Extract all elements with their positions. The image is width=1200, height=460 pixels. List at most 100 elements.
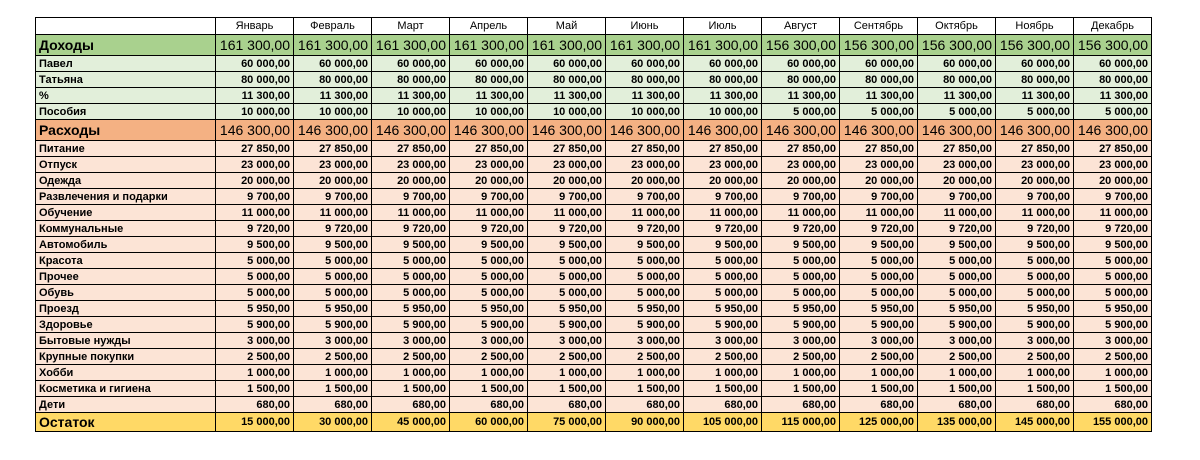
- month-header-cell[interactable]: Октябрь: [917, 17, 996, 35]
- expenses-item-cell[interactable]: 5 900,00: [605, 316, 684, 333]
- income-item-cell[interactable]: 60 000,00: [917, 55, 996, 72]
- balance-cell[interactable]: 135 000,00: [917, 412, 996, 432]
- expenses-item-cell[interactable]: 3 000,00: [215, 332, 294, 349]
- expenses-item-cell[interactable]: 5 000,00: [761, 268, 840, 285]
- expenses-item-cell[interactable]: 9 500,00: [683, 236, 762, 253]
- expenses-item-cell[interactable]: 1 500,00: [605, 380, 684, 397]
- income-total-cell[interactable]: 161 300,00: [293, 34, 372, 56]
- expenses-item-cell[interactable]: 2 500,00: [995, 348, 1074, 365]
- income-total-cell[interactable]: 161 300,00: [215, 34, 294, 56]
- expenses-item-cell[interactable]: 1 500,00: [215, 380, 294, 397]
- expenses-item-cell[interactable]: 9 720,00: [761, 220, 840, 237]
- income-item-cell[interactable]: 80 000,00: [1073, 71, 1152, 88]
- income-item-cell[interactable]: 10 000,00: [605, 103, 684, 120]
- income-item-cell[interactable]: 80 000,00: [293, 71, 372, 88]
- expenses-item-cell[interactable]: 5 900,00: [683, 316, 762, 333]
- balance-cell[interactable]: 115 000,00: [761, 412, 840, 432]
- expenses-item-cell[interactable]: 23 000,00: [449, 156, 528, 173]
- expenses-item-cell[interactable]: 5 950,00: [371, 300, 450, 317]
- expenses-item-cell[interactable]: 23 000,00: [761, 156, 840, 173]
- income-item-cell[interactable]: 11 300,00: [527, 87, 606, 104]
- expenses-item-cell[interactable]: 5 000,00: [605, 284, 684, 301]
- income-item-cell[interactable]: 60 000,00: [995, 55, 1074, 72]
- expenses-item-cell[interactable]: 27 850,00: [449, 140, 528, 157]
- expenses-item-cell[interactable]: 5 900,00: [839, 316, 918, 333]
- month-header-cell[interactable]: Февраль: [293, 17, 372, 35]
- expenses-item-cell[interactable]: 9 500,00: [527, 236, 606, 253]
- expenses-item-cell[interactable]: 9 700,00: [527, 188, 606, 205]
- expenses-item-cell[interactable]: 9 700,00: [215, 188, 294, 205]
- income-item-cell[interactable]: 11 300,00: [215, 87, 294, 104]
- expenses-item-label[interactable]: Одежда: [35, 172, 216, 189]
- expenses-item-cell[interactable]: 5 000,00: [995, 284, 1074, 301]
- expenses-item-cell[interactable]: 680,00: [995, 396, 1074, 413]
- expenses-item-label[interactable]: Коммунальные: [35, 220, 216, 237]
- expenses-item-cell[interactable]: 1 500,00: [917, 380, 996, 397]
- balance-cell[interactable]: 15 000,00: [215, 412, 294, 432]
- expenses-item-cell[interactable]: 2 500,00: [761, 348, 840, 365]
- income-item-cell[interactable]: 80 000,00: [683, 71, 762, 88]
- expenses-item-cell[interactable]: 9 700,00: [371, 188, 450, 205]
- income-item-cell[interactable]: 80 000,00: [605, 71, 684, 88]
- income-item-cell[interactable]: 80 000,00: [527, 71, 606, 88]
- expenses-item-cell[interactable]: 2 500,00: [293, 348, 372, 365]
- expenses-item-cell[interactable]: 1 000,00: [371, 364, 450, 381]
- expenses-item-cell[interactable]: 5 950,00: [527, 300, 606, 317]
- expenses-item-cell[interactable]: 5 000,00: [527, 268, 606, 285]
- expenses-item-cell[interactable]: 9 700,00: [995, 188, 1074, 205]
- balance-label[interactable]: Остаток: [35, 412, 216, 432]
- expenses-total-cell[interactable]: 146 300,00: [527, 119, 606, 141]
- income-item-cell[interactable]: 60 000,00: [449, 55, 528, 72]
- expenses-item-cell[interactable]: 5 000,00: [1073, 284, 1152, 301]
- expenses-item-cell[interactable]: 1 000,00: [917, 364, 996, 381]
- expenses-item-cell[interactable]: 20 000,00: [449, 172, 528, 189]
- income-item-label[interactable]: Татьяна: [35, 71, 216, 88]
- expenses-item-cell[interactable]: 9 500,00: [995, 236, 1074, 253]
- income-item-label[interactable]: Пособия: [35, 103, 216, 120]
- income-item-cell[interactable]: 60 000,00: [761, 55, 840, 72]
- expenses-item-cell[interactable]: 1 000,00: [527, 364, 606, 381]
- expenses-item-cell[interactable]: 5 000,00: [839, 268, 918, 285]
- month-header-cell[interactable]: Апрель: [449, 17, 528, 35]
- expenses-item-cell[interactable]: 20 000,00: [293, 172, 372, 189]
- expenses-item-label[interactable]: Крупные покупки: [35, 348, 216, 365]
- expenses-item-cell[interactable]: 11 000,00: [371, 204, 450, 221]
- expenses-item-cell[interactable]: 11 000,00: [605, 204, 684, 221]
- expenses-total-cell[interactable]: 146 300,00: [371, 119, 450, 141]
- expenses-item-cell[interactable]: 1 500,00: [761, 380, 840, 397]
- income-item-cell[interactable]: 10 000,00: [683, 103, 762, 120]
- expenses-item-cell[interactable]: 3 000,00: [371, 332, 450, 349]
- expenses-total-cell[interactable]: 146 300,00: [761, 119, 840, 141]
- income-item-cell[interactable]: 60 000,00: [293, 55, 372, 72]
- expenses-item-cell[interactable]: 1 000,00: [683, 364, 762, 381]
- expenses-item-cell[interactable]: 680,00: [839, 396, 918, 413]
- expenses-item-cell[interactable]: 3 000,00: [449, 332, 528, 349]
- expenses-item-cell[interactable]: 5 000,00: [449, 252, 528, 269]
- expenses-item-cell[interactable]: 23 000,00: [917, 156, 996, 173]
- expenses-item-cell[interactable]: 2 500,00: [839, 348, 918, 365]
- expenses-item-label[interactable]: Проезд: [35, 300, 216, 317]
- expenses-item-cell[interactable]: 3 000,00: [605, 332, 684, 349]
- expenses-item-cell[interactable]: 5 900,00: [917, 316, 996, 333]
- expenses-item-cell[interactable]: 27 850,00: [371, 140, 450, 157]
- expenses-item-cell[interactable]: 20 000,00: [527, 172, 606, 189]
- income-item-cell[interactable]: 11 300,00: [371, 87, 450, 104]
- expenses-item-cell[interactable]: 20 000,00: [761, 172, 840, 189]
- expenses-item-cell[interactable]: 5 000,00: [371, 284, 450, 301]
- income-item-cell[interactable]: 10 000,00: [449, 103, 528, 120]
- expenses-item-label[interactable]: Обувь: [35, 284, 216, 301]
- expenses-item-cell[interactable]: 5 950,00: [605, 300, 684, 317]
- month-header-cell[interactable]: Май: [527, 17, 606, 35]
- expenses-item-cell[interactable]: 20 000,00: [605, 172, 684, 189]
- month-header-cell[interactable]: Июнь: [605, 17, 684, 35]
- expenses-item-cell[interactable]: 27 850,00: [605, 140, 684, 157]
- income-item-cell[interactable]: 80 000,00: [371, 71, 450, 88]
- expenses-item-cell[interactable]: 5 900,00: [371, 316, 450, 333]
- expenses-item-cell[interactable]: 9 720,00: [527, 220, 606, 237]
- expenses-item-cell[interactable]: 5 000,00: [1073, 252, 1152, 269]
- income-item-cell[interactable]: 11 300,00: [683, 87, 762, 104]
- expenses-item-cell[interactable]: 1 500,00: [449, 380, 528, 397]
- expenses-total-cell[interactable]: 146 300,00: [215, 119, 294, 141]
- expenses-item-cell[interactable]: 5 000,00: [761, 284, 840, 301]
- income-item-label[interactable]: %: [35, 87, 216, 104]
